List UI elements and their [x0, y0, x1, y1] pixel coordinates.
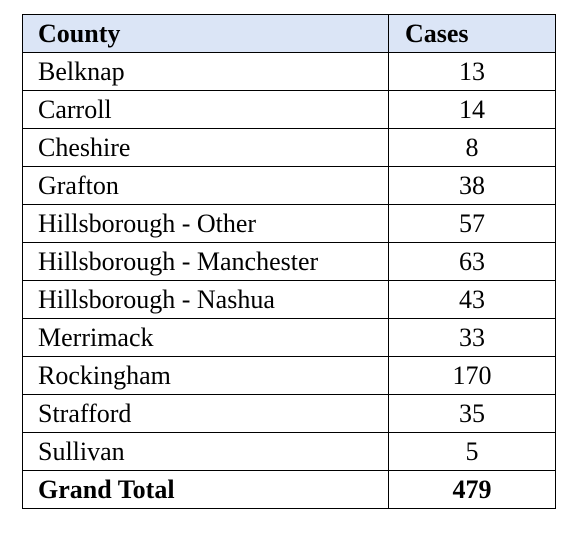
data-row: Sullivan 5: [22, 432, 556, 471]
county-cell: Merrimack: [22, 318, 389, 357]
total-row: Grand Total 479: [22, 470, 556, 509]
data-row: Hillsborough - Other 57: [22, 204, 556, 243]
header-cell: County: [22, 14, 389, 53]
county-cell: Carroll: [22, 90, 389, 129]
data-row: Merrimack 33: [22, 318, 556, 357]
header-cell: Cases: [388, 14, 556, 53]
data-row: Hillsborough - Manchester 63: [22, 242, 556, 281]
cases-cell: 14: [388, 90, 556, 129]
county-cell: Cheshire: [22, 128, 389, 167]
cases-cell: 479: [388, 470, 556, 509]
table-body: Belknap 13 Carroll 14 Cheshire 8 Grafton 38 Hill…: [22, 52, 556, 509]
cases-cell: 13: [388, 52, 556, 91]
county-cell: Hillsborough - Nashua: [22, 280, 389, 319]
cases-cell: 5: [388, 432, 556, 471]
county-cell: Sullivan: [22, 432, 389, 471]
data-row: Belknap 13: [22, 52, 556, 91]
data-row: Strafford 35: [22, 394, 556, 433]
cases-table: County Cases Belknap 13 Carroll 14 Cheshire 8…: [22, 14, 556, 509]
cases-cell: 35: [388, 394, 556, 433]
county-cell: Hillsborough - Other: [22, 204, 389, 243]
header-row: County Cases: [22, 14, 556, 53]
county-cell: Grafton: [22, 166, 389, 205]
cases-cell: 170: [388, 356, 556, 395]
cases-cell: 63: [388, 242, 556, 281]
county-cell: Grand Total: [22, 470, 389, 509]
data-row: Grafton 38: [22, 166, 556, 205]
county-cell: Rockingham: [22, 356, 389, 395]
data-row: Carroll 14: [22, 90, 556, 129]
data-row: Hillsborough - Nashua 43: [22, 280, 556, 319]
cases-cell: 38: [388, 166, 556, 205]
county-cell: Belknap: [22, 52, 389, 91]
county-cell: Hillsborough - Manchester: [22, 242, 389, 281]
county-cell: Strafford: [22, 394, 389, 433]
data-row: Cheshire 8: [22, 128, 556, 167]
cases-cell: 57: [388, 204, 556, 243]
cases-cell: 33: [388, 318, 556, 357]
data-row: Rockingham 170: [22, 356, 556, 395]
cases-cell: 8: [388, 128, 556, 167]
cases-cell: 43: [388, 280, 556, 319]
